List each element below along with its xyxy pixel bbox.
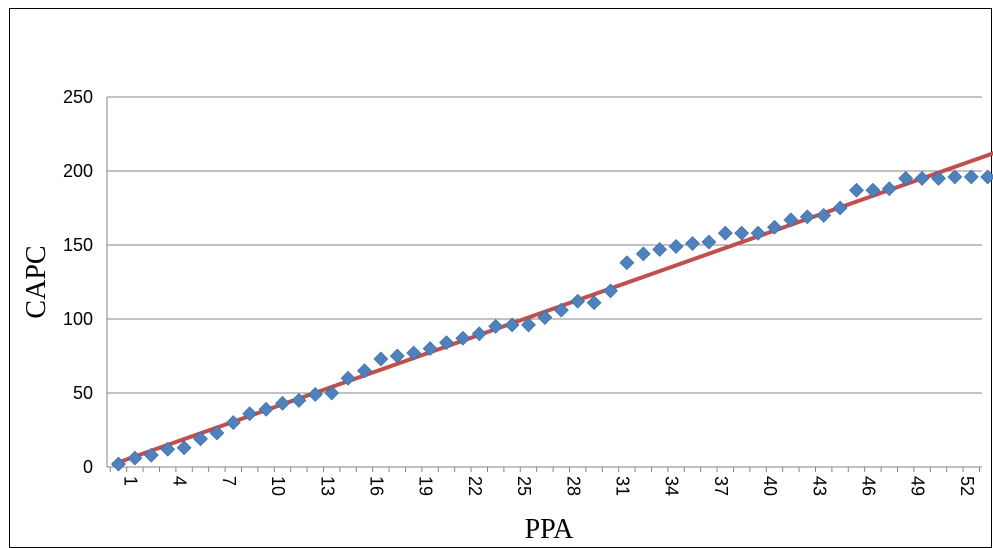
y-tick-label: 200: [63, 161, 93, 181]
x-tick-label: 4: [170, 476, 190, 486]
x-tick-label: 10: [268, 476, 288, 496]
data-point: [669, 239, 683, 253]
x-tick-label: 28: [563, 476, 583, 496]
data-point: [718, 226, 732, 240]
data-point: [850, 183, 864, 197]
x-tick-label: 43: [809, 476, 829, 496]
x-tick-label: 40: [760, 476, 780, 496]
data-point: [833, 201, 847, 215]
data-point: [964, 170, 978, 184]
data-point: [636, 247, 650, 261]
data-point: [259, 402, 273, 416]
x-tick-label: 37: [711, 476, 731, 496]
data-point: [276, 396, 290, 410]
data-point: [981, 170, 993, 184]
x-tick-label: 49: [908, 476, 928, 496]
x-axis-title: PPA: [525, 514, 575, 543]
y-tick-label: 0: [83, 457, 93, 477]
y-tick-label: 50: [73, 383, 93, 403]
x-tick-label: 19: [416, 476, 436, 496]
x-tick-labels: 1 4 7 10 13 16 19 22 25 28 31 34 37 40 43 46 49 52: [121, 476, 977, 496]
data-point: [686, 237, 700, 251]
y-tick-labels: 0 50 100 150 200 250: [63, 87, 93, 477]
data-point: [226, 416, 240, 430]
data-point: [735, 226, 749, 240]
trendline: [114, 152, 993, 464]
x-tick-label: 16: [367, 476, 387, 496]
x-tick-label: 52: [957, 476, 977, 496]
gridlines: [107, 97, 982, 393]
x-tick-label: 22: [465, 476, 485, 496]
x-tick-label: 7: [219, 476, 239, 486]
data-point: [620, 256, 634, 270]
y-tick-label: 250: [63, 87, 93, 107]
axes: [107, 97, 993, 472]
data-point: [374, 352, 388, 366]
data-point: [915, 171, 929, 185]
x-tick-label: 31: [613, 476, 633, 496]
x-tick-label: 25: [514, 476, 534, 496]
x-tick-label: 46: [859, 476, 879, 496]
data-points: [112, 170, 993, 471]
y-tick-label: 150: [63, 235, 93, 255]
y-tick-label: 100: [63, 309, 93, 329]
x-tick-label: 34: [662, 476, 682, 496]
data-point: [948, 170, 962, 184]
data-point: [702, 235, 716, 249]
data-point: [472, 327, 486, 341]
y-axis-title: CAPC: [21, 245, 52, 318]
x-tick-label: 13: [317, 476, 337, 496]
x-tick-label: 1: [121, 476, 141, 486]
trendline-layer: [114, 152, 993, 464]
